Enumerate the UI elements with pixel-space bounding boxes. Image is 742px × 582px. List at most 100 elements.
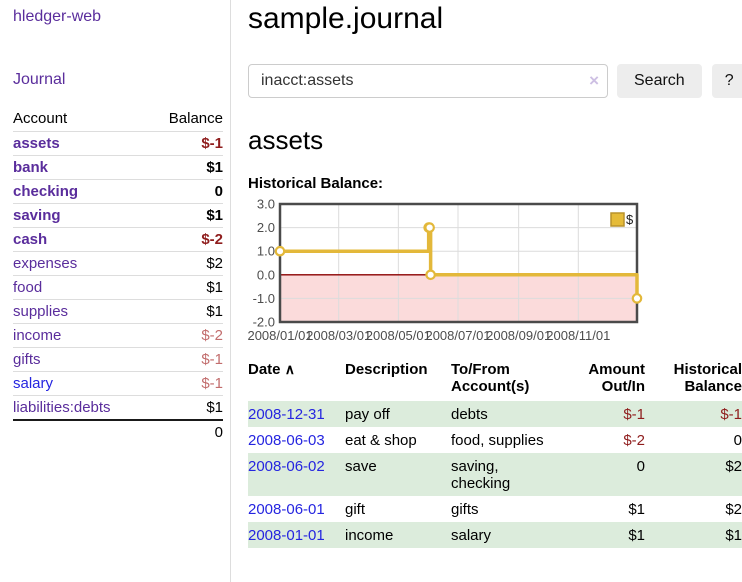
account-row-expenses: expenses $2 [13, 251, 223, 276]
transaction-accounts: food, supplies [451, 432, 544, 449]
account-link-expenses[interactable]: expenses [13, 255, 78, 272]
register-header-balance: Historical Balance [673, 361, 742, 395]
account-balance: $1 [147, 299, 223, 324]
account-row-liabilities-debts: liabilities:debts $1 [13, 395, 223, 420]
transaction-balance: $-1 [720, 406, 742, 423]
transaction-accounts: debts [451, 406, 488, 423]
transaction-amount: $-1 [623, 406, 645, 423]
svg-text:2008/01/01: 2008/01/01 [247, 328, 312, 343]
chart-label: Historical Balance: [248, 175, 384, 192]
account-link-checking[interactable]: checking [13, 183, 79, 200]
register-row: 2008-06-03 eat & shop food, supplies $-2… [248, 427, 742, 453]
account-row-checking: checking 0 [13, 179, 223, 204]
sort-ascending-icon: ∧ [284, 361, 295, 377]
transaction-date-link[interactable]: 2008-06-02 [248, 458, 325, 475]
main-content: sample.journal × Search ? assets Histori… [232, 0, 742, 582]
transaction-balance: $1 [725, 527, 742, 544]
register-header-amount: Amount Out/In [588, 361, 645, 395]
register-row: 2008-12-31 pay off debts $-1 $-1 [248, 401, 742, 427]
register-header-date[interactable]: Date ∧ [248, 361, 295, 378]
transaction-description: income [345, 527, 394, 544]
app-title-link[interactable]: hledger-web [13, 8, 102, 25]
account-link-food[interactable]: food [13, 279, 43, 296]
account-row-cash: cash $-2 [13, 227, 223, 252]
journal-file-title: sample.journal [248, 2, 444, 35]
accounts-header-account: Account [13, 110, 68, 127]
svg-text:2008/03/01: 2008/03/01 [306, 328, 371, 343]
register-table: Date ∧ Description To/From Account(s) Am… [248, 358, 742, 548]
account-row-income: income $-2 [13, 323, 223, 348]
account-balance: $-1 [147, 371, 223, 396]
register-row: 2008-06-02 save saving, checking 0 $2 [248, 453, 742, 496]
transaction-date-link[interactable]: 2008-06-03 [248, 432, 325, 449]
search-button[interactable]: Search [617, 64, 702, 98]
register-header-description: Description [345, 361, 428, 378]
account-row-salary: salary $-1 [13, 371, 223, 396]
account-link-supplies[interactable]: supplies [13, 303, 69, 320]
account-link-saving[interactable]: saving [13, 207, 61, 224]
journal-link[interactable]: Journal [13, 71, 66, 88]
clear-search-icon[interactable]: × [589, 71, 599, 90]
transaction-description: pay off [345, 406, 390, 423]
account-row-assets: assets $-1 [13, 131, 223, 156]
account-balance: $-1 [147, 131, 223, 156]
account-balance: $1 [147, 203, 223, 228]
search-input[interactable] [248, 64, 608, 98]
account-balance: $1 [147, 275, 223, 300]
search-form: × Search ? [248, 64, 742, 98]
account-balance: $1 [147, 155, 223, 180]
historical-balance-chart: $3.0 2.0 1.0 0.0 -1.0 -2.02008/01/012008/03/0… [247, 197, 643, 343]
svg-text:1.0: 1.0 [257, 244, 275, 259]
chart-container: $3.0 2.0 1.0 0.0 -1.0 -2.0 2008/01/01 2008/03/0… [247, 197, 738, 346]
transaction-description: save [345, 458, 377, 475]
account-link-income[interactable]: income [13, 327, 62, 344]
transaction-date-link[interactable]: 2008-12-31 [248, 406, 325, 423]
register-row: 2008-06-01 gift gifts $1 $2 [248, 496, 742, 522]
account-link-gifts[interactable]: gifts [13, 351, 41, 368]
account-row-saving: saving $1 [13, 203, 223, 228]
account-row-food: food $1 [13, 275, 223, 300]
help-button[interactable]: ? [711, 64, 742, 98]
transaction-balance: 0 [733, 432, 742, 449]
svg-text:2008/07/01: 2008/07/01 [425, 328, 490, 343]
accounts-balance-table: Account Balance assets $-1 bank $1 check… [13, 106, 223, 444]
accounts-total-value: 0 [147, 419, 223, 444]
transaction-balance: $2 [725, 458, 742, 475]
transaction-amount: $-2 [623, 432, 645, 449]
register-header-accounts: To/From Account(s) [451, 361, 530, 395]
svg-text:0.0: 0.0 [257, 267, 275, 282]
svg-text:-1.0: -1.0 [253, 291, 275, 306]
svg-text:2008/05/01: 2008/05/01 [366, 328, 431, 343]
account-link-cash[interactable]: cash [13, 231, 48, 248]
transaction-accounts: salary [451, 527, 492, 544]
account-row-gifts: gifts $-1 [13, 347, 223, 372]
account-balance: $-2 [147, 323, 223, 348]
sidebar: hledger-web Journal Account Balance asse… [0, 0, 231, 582]
transaction-accounts: gifts [451, 501, 479, 518]
account-link-bank[interactable]: bank [13, 159, 49, 176]
account-link-assets[interactable]: assets [13, 135, 60, 152]
accounts-header-balance: Balance [168, 110, 223, 127]
register-row: 2008-01-01 income salary $1 $1 [248, 522, 742, 548]
transaction-date-link[interactable]: 2008-01-01 [248, 527, 325, 544]
transaction-accounts: saving, checking [451, 458, 511, 492]
account-row-supplies: supplies $1 [13, 299, 223, 324]
account-balance: $-2 [147, 227, 223, 252]
svg-text:2008/11/01: 2008/11/01 [546, 328, 610, 343]
account-link-liabilities-debts[interactable]: liabilities:debts [13, 399, 111, 416]
account-row-bank: bank $1 [13, 155, 223, 180]
transaction-amount: $1 [628, 527, 645, 544]
account-balance: 0 [147, 179, 223, 204]
transaction-amount: 0 [636, 458, 645, 475]
transaction-description: eat & shop [345, 432, 417, 449]
account-heading: assets [248, 125, 324, 155]
account-balance: $-1 [147, 347, 223, 372]
svg-text:3.0: 3.0 [257, 197, 275, 212]
transaction-date-link[interactable]: 2008-06-01 [248, 501, 325, 518]
account-link-salary[interactable]: salary [13, 375, 54, 392]
svg-text:$: $ [626, 212, 634, 227]
search-input-wrap: × [248, 64, 608, 98]
svg-text:-2.0: -2.0 [253, 315, 275, 330]
transaction-balance: $2 [725, 501, 742, 518]
